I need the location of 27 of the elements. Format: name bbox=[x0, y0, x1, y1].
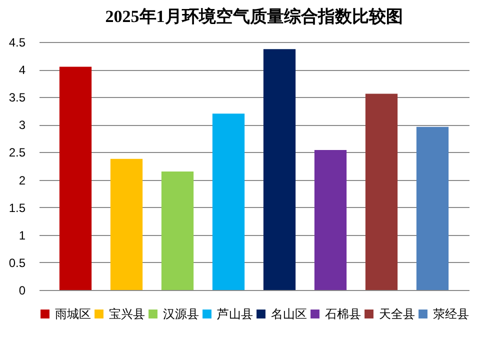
legend-label: 芦山县 bbox=[217, 307, 253, 321]
legend-label: 名山区 bbox=[271, 307, 307, 321]
legend-label: 汉源县 bbox=[163, 307, 199, 321]
bar bbox=[263, 49, 296, 290]
chart-title: 2025年1月环境空气质量综合指数比较图 bbox=[105, 7, 403, 26]
bar bbox=[212, 114, 245, 290]
bar bbox=[365, 94, 398, 290]
y-tick-label: 0.5 bbox=[8, 256, 26, 270]
y-tick-label: 2.5 bbox=[8, 146, 26, 160]
legend-label: 雨城区 bbox=[55, 307, 91, 321]
legend-label: 天全县 bbox=[379, 307, 415, 321]
y-tick-label: 1.5 bbox=[8, 200, 26, 215]
y-tick-label: 4.5 bbox=[8, 36, 26, 50]
bar bbox=[416, 126, 449, 290]
bar bbox=[161, 172, 194, 290]
y-tick-label: 2 bbox=[18, 173, 26, 188]
y-tick-label: 4 bbox=[18, 63, 26, 78]
bar bbox=[314, 150, 347, 290]
legend-label: 荥经县 bbox=[433, 307, 469, 321]
y-tick-label: 3.5 bbox=[8, 90, 26, 105]
legend-label: 宝兴县 bbox=[109, 307, 145, 321]
y-tick-label: 3 bbox=[18, 118, 26, 132]
y-tick-label: 1 bbox=[18, 228, 26, 242]
y-tick-label: 0 bbox=[18, 284, 26, 298]
bar bbox=[59, 66, 92, 290]
bar bbox=[110, 158, 143, 290]
legend-label: 石棉县 bbox=[325, 307, 361, 321]
